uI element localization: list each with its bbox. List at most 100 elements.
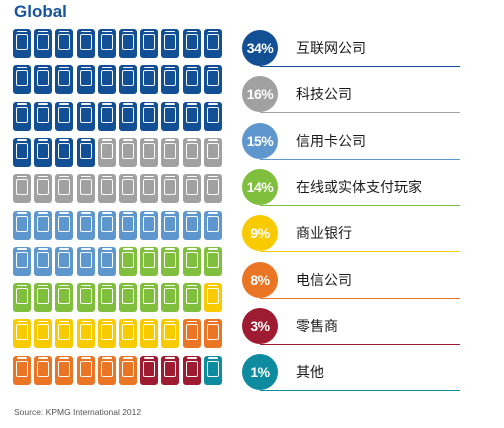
phone-icon [182, 246, 201, 276]
phone-icon [13, 101, 31, 131]
phone-icon [55, 210, 74, 240]
phone-icon [161, 29, 180, 58]
data-label: 9% [242, 215, 278, 252]
phone-icon [182, 101, 201, 131]
legend-rule [260, 204, 460, 206]
phone-icon [203, 283, 222, 313]
phone-icon [182, 137, 201, 167]
phone-icon [182, 29, 201, 58]
phone-icon [161, 210, 180, 240]
phone-icon [203, 210, 222, 240]
phone-icon [76, 174, 95, 204]
phone-icon [34, 174, 53, 204]
legend-label: 商业银行 [296, 226, 352, 243]
phone-icon [119, 283, 137, 313]
legend-item: 14% 在线或实体支付玩家 [240, 168, 460, 206]
legend-label: 在线或实体支付玩家 [296, 179, 422, 196]
phone-icon [203, 355, 222, 385]
phone-icon [97, 174, 116, 204]
phone-icon [76, 65, 95, 95]
phone-icon [13, 137, 31, 167]
legend-item: 16% 科技公司 [240, 75, 460, 114]
phone-icon [203, 246, 222, 276]
legend-rule [260, 66, 460, 67]
legend-rule [260, 343, 460, 345]
phone-icon [203, 319, 222, 349]
phone-icon [34, 65, 53, 95]
phone-icon [161, 65, 180, 95]
phone-icon [55, 29, 74, 58]
phone-icon [119, 174, 137, 204]
legend-rule [260, 112, 460, 114]
phone-icon [76, 29, 95, 58]
phone-icon [161, 246, 180, 276]
legend-rule [260, 297, 460, 299]
phone-icon [34, 319, 53, 349]
phone-icon [55, 65, 74, 95]
phone-icon [161, 283, 180, 313]
legend-label: 信用卡公司 [296, 133, 366, 150]
data-label: 3% [242, 307, 278, 344]
phone-icon [161, 174, 180, 204]
legend-label: 电信公司 [296, 272, 352, 289]
data-label: 16% [242, 76, 278, 113]
legend-rule [260, 251, 460, 253]
phone-icon [203, 174, 222, 204]
phone-icon [13, 246, 31, 276]
phone-icon [161, 319, 180, 349]
phone-icon [55, 101, 74, 131]
phone-icon [97, 283, 116, 313]
waffle-grid [0, 0, 240, 400]
chart-title: Global [14, 2, 67, 21]
data-label: 14% [242, 168, 278, 205]
phone-icon [97, 29, 116, 58]
phone-icon [76, 137, 95, 167]
phone-icon [119, 246, 137, 276]
data-label: 8% [242, 261, 278, 298]
phone-icon [161, 355, 180, 385]
phone-icon [34, 29, 53, 58]
phone-icon [203, 29, 222, 58]
phone-icon [34, 246, 53, 276]
phone-icon [76, 319, 95, 349]
phone-icon [119, 210, 137, 240]
phone-icon [76, 246, 95, 276]
phone-icon [119, 29, 137, 58]
phone-icon [55, 355, 74, 385]
phone-icon [119, 137, 137, 167]
phone-icon [34, 283, 53, 313]
phone-icon [34, 137, 53, 167]
phone-icon [34, 210, 53, 240]
legend-rule [260, 390, 460, 392]
phone-icon [13, 29, 31, 58]
phone-icon [76, 283, 95, 313]
phone-icon [182, 283, 201, 313]
phone-icon [140, 319, 159, 349]
phone-icon [140, 283, 159, 313]
phone-icon [97, 210, 116, 240]
phone-icon [34, 101, 53, 131]
legend-label: 互联网公司 [296, 41, 366, 57]
phone-icon [76, 101, 95, 131]
phone-icon [140, 101, 159, 131]
phone-icon [182, 319, 201, 349]
phone-icon [55, 283, 74, 313]
phone-icon [55, 246, 74, 276]
phone-icon [161, 101, 180, 131]
phone-icon [119, 65, 137, 95]
phone-icon [140, 65, 159, 95]
phone-icon [76, 355, 95, 385]
phone-icon [97, 65, 116, 95]
phone-icon [119, 319, 137, 349]
phone-icon [34, 355, 53, 385]
phone-icon [13, 174, 31, 204]
phone-icon [140, 137, 159, 167]
legend-label: 科技公司 [296, 87, 352, 104]
phone-icon [182, 210, 201, 240]
phone-icon [97, 101, 116, 131]
phone-icon [55, 319, 74, 349]
phone-icon [203, 65, 222, 95]
phone-icon [140, 210, 159, 240]
phone-icon [13, 65, 31, 95]
legend-label: 零售商 [296, 318, 338, 335]
